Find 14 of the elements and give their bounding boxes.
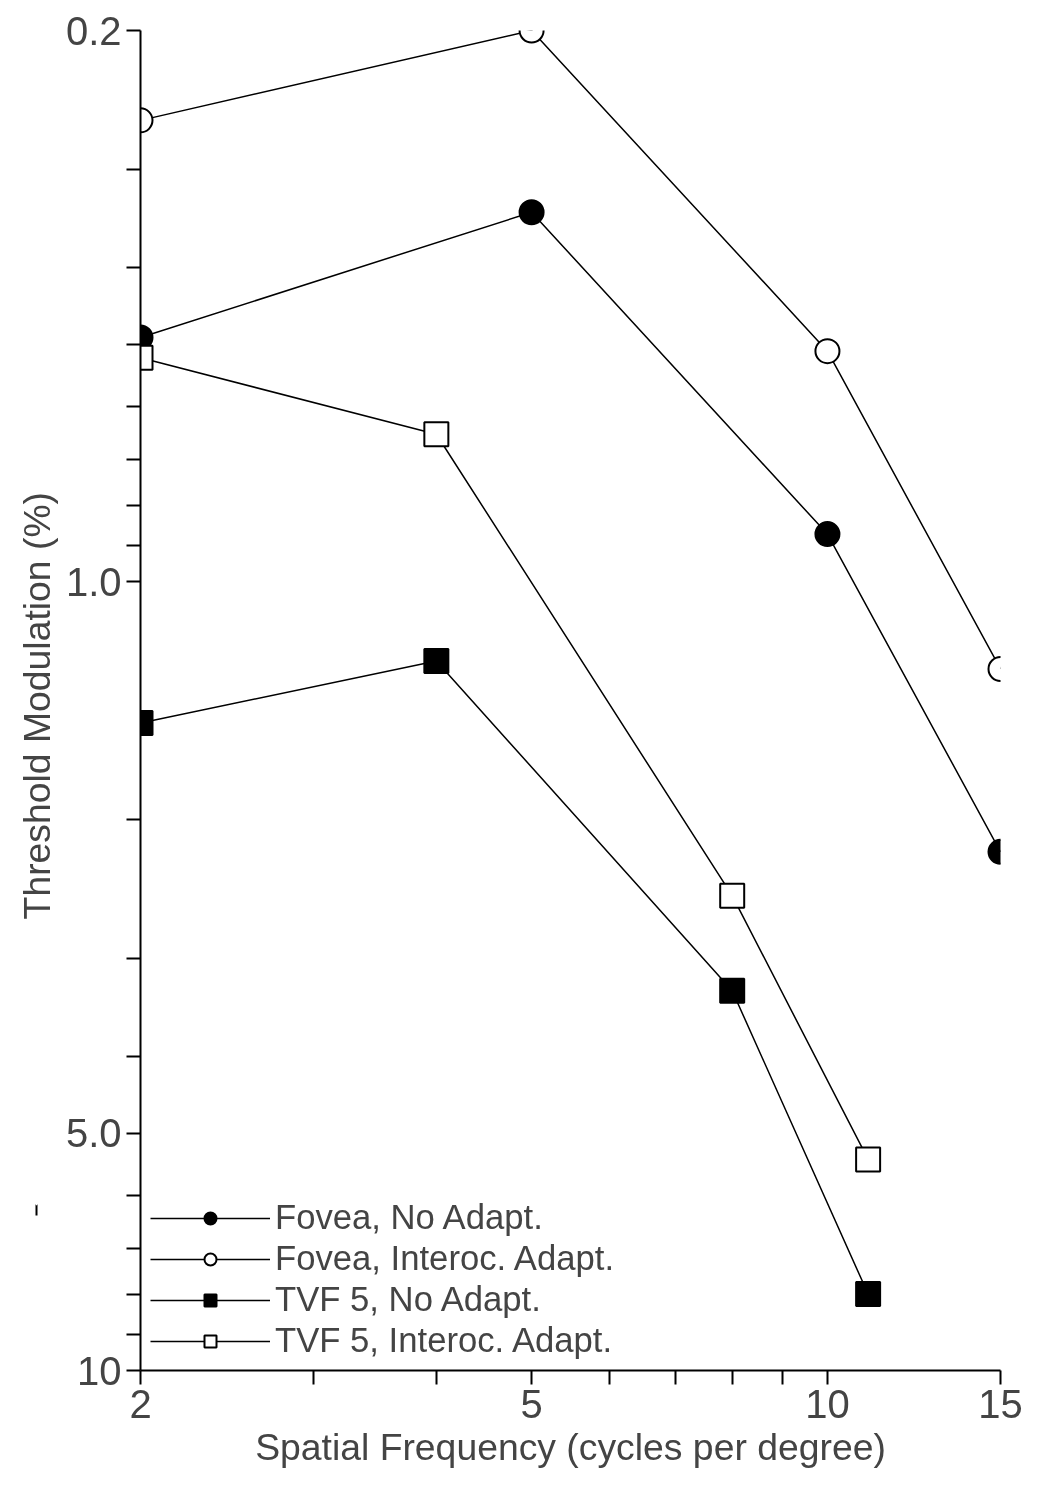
legend-label: Fovea, Interoc. Adapt. [275, 1239, 615, 1278]
x-tick-label: 2 [129, 1381, 152, 1426]
legend-label: TVF 5, No Adapt. [275, 1280, 541, 1319]
y-tick-label: 0.2 [65, 8, 122, 53]
x-tick-label: 10 [805, 1381, 850, 1426]
y-tick-label: 5.0 [65, 1111, 122, 1156]
legend-label: TVF 5, Interoc. Adapt. [275, 1321, 613, 1360]
y-tick-label: 1.0 [65, 559, 122, 604]
y-axis-title: Threshold Modulation (%) [15, 491, 58, 920]
y-tick-label: 10 [77, 1348, 122, 1393]
x-tick-label: 5 [520, 1381, 543, 1426]
legend-label: Fovea, No Adapt. [275, 1198, 543, 1237]
x-tick-label: 15 [978, 1381, 1023, 1426]
x-axis-title: Spatial Frequency (cycles per degree) [255, 1425, 886, 1468]
